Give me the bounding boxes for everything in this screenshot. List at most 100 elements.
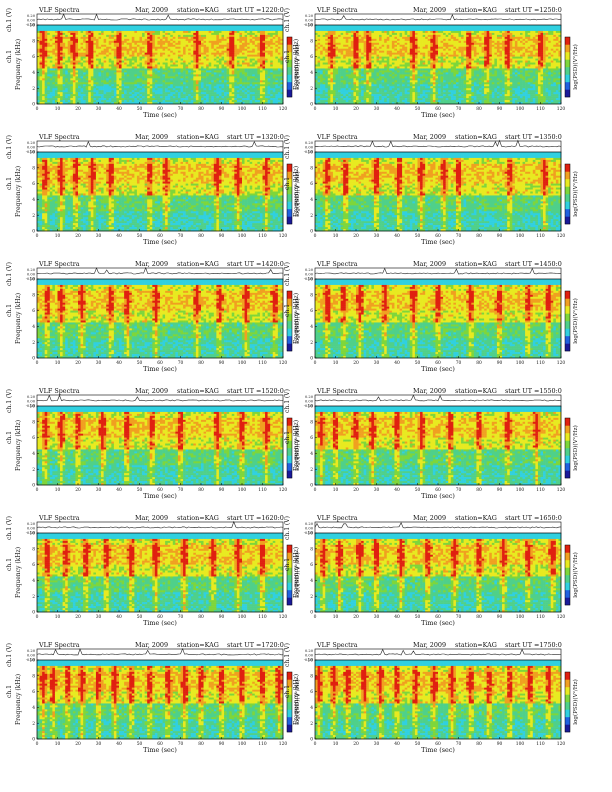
heatmap-cell [106, 38, 110, 42]
heatmap-cell [121, 42, 125, 46]
heatmap-cell [280, 44, 284, 48]
heatmap-cell [75, 46, 79, 49]
heatmap-cell [119, 78, 122, 81]
heatmap-cell [154, 98, 158, 101]
heatmap-cell [229, 50, 233, 53]
heatmap-cell [254, 96, 258, 99]
heatmap-cell [371, 96, 375, 99]
heatmap-cell [229, 38, 233, 42]
heatmap-cell [47, 38, 51, 42]
heatmap-cell [325, 102, 329, 105]
heatmap-cell [177, 98, 181, 101]
heatmap-cell [242, 94, 245, 97]
heatmap-cell [80, 40, 84, 44]
heatmap-cell [332, 60, 336, 63]
heatmap-cell [275, 102, 279, 105]
heatmap-cell [60, 84, 63, 87]
heatmap-cell [157, 30, 161, 34]
heatmap-cell [136, 42, 140, 46]
heatmap-cell [52, 94, 56, 97]
heatmap-cell [208, 64, 212, 67]
heatmap-cell [78, 34, 81, 38]
heatmap-cell [116, 30, 120, 34]
heatmap-cell [330, 34, 334, 38]
heatmap-cell [327, 48, 331, 51]
heatmap-cell [335, 70, 339, 73]
heatmap-cell [157, 70, 161, 73]
heatmap-cell [218, 64, 222, 67]
heatmap-cell [327, 36, 331, 40]
heatmap-cell [70, 58, 74, 61]
spectrogram-heatmap [37, 25, 284, 105]
heatmap-cell [203, 64, 207, 67]
heatmap-cell [54, 40, 58, 44]
heatmap-cell [142, 62, 145, 65]
heatmap-cell [108, 90, 112, 93]
heatmap-cell [65, 30, 69, 34]
heatmap-cell [101, 66, 104, 69]
heatmap-cell [113, 34, 117, 38]
heatmap-cell [322, 34, 326, 38]
heatmap-cell [183, 25, 186, 28]
heatmap-cell [62, 25, 66, 28]
heatmap-cell [270, 62, 274, 65]
heatmap-cell [201, 32, 204, 36]
heatmap-cell [90, 102, 94, 105]
heatmap-cell [85, 48, 89, 51]
heatmap-cell [190, 52, 194, 55]
heatmap-cell [170, 26, 174, 30]
heatmap-cell [353, 66, 357, 69]
heatmap-cell [165, 26, 168, 30]
heatmap-cell [103, 42, 107, 46]
heatmap-cell [224, 42, 227, 46]
heatmap-cell [136, 96, 140, 99]
heatmap-cell [272, 32, 276, 36]
heatmap-cell [366, 36, 370, 40]
heatmap-cell [231, 46, 235, 49]
heatmap-cell [183, 60, 186, 63]
heatmap-cell [348, 25, 352, 28]
heatmap-cell [315, 92, 318, 95]
heatmap-cell [376, 66, 380, 69]
heatmap-cell [203, 96, 207, 99]
heatmap-cell [72, 66, 76, 69]
heatmap-cell [267, 25, 271, 28]
heatmap-cell [226, 88, 230, 91]
heatmap-cell [236, 42, 240, 46]
heatmap-cell [167, 34, 171, 38]
heatmap-cell [149, 96, 153, 99]
heatmap-cell [119, 36, 122, 40]
heatmap-cell [348, 68, 352, 71]
heatmap-cell [83, 70, 86, 73]
heatmap-cell [136, 100, 140, 103]
heatmap-cell [162, 74, 166, 77]
heatmap-cell [113, 36, 117, 40]
heatmap-cell [327, 72, 331, 75]
heatmap-cell [348, 54, 352, 57]
heatmap-cell [381, 64, 385, 67]
heatmap-cell [49, 96, 53, 99]
heatmap-cell [265, 64, 268, 67]
heatmap-cell [325, 50, 329, 53]
heatmap-cell [80, 98, 84, 101]
heatmap-cell [322, 25, 326, 28]
heatmap-cell [121, 58, 125, 61]
heatmap-cell [57, 58, 61, 61]
heatmap-cell [75, 44, 79, 48]
heatmap-cell [231, 80, 235, 83]
heatmap-cell [154, 42, 158, 46]
heatmap-cell [121, 70, 125, 73]
heatmap-cell [356, 32, 359, 36]
heatmap-cell [42, 94, 45, 97]
heatmap-cell [147, 70, 151, 73]
ch1-tick-label: -0.20 [304, 23, 314, 27]
heatmap-cell [78, 68, 81, 71]
heatmap-cell [157, 38, 161, 42]
heatmap-cell [193, 70, 197, 73]
heatmap-cell [78, 46, 81, 49]
heatmap-cell [229, 26, 233, 30]
heatmap-cell [83, 56, 86, 59]
heatmap-cell [124, 52, 127, 55]
heatmap-cell [203, 90, 207, 93]
heatmap-cell [72, 84, 76, 87]
